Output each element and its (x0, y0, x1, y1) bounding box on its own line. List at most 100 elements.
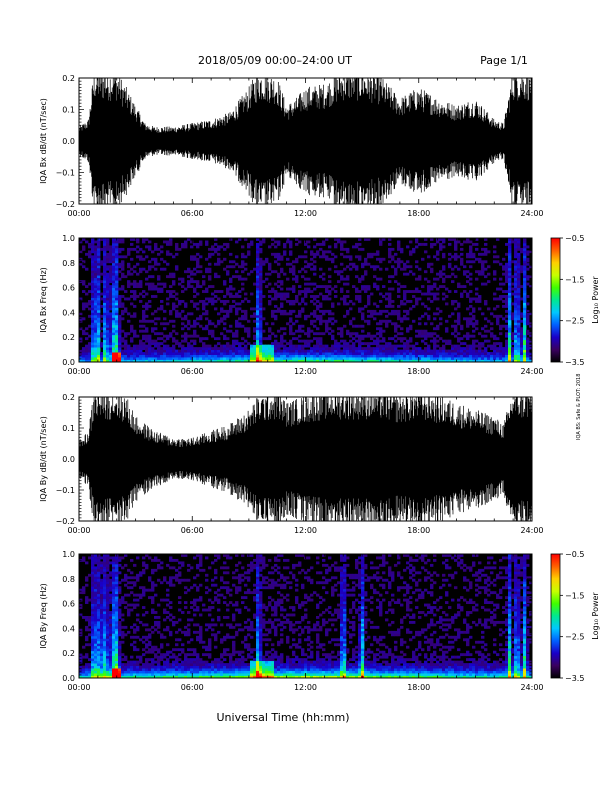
spectrogram-cell (505, 332, 508, 335)
spectrogram-cell (181, 345, 184, 348)
spectrogram-cell (517, 315, 520, 318)
spectrogram-cell (103, 628, 106, 631)
spectrogram-cell (451, 332, 454, 335)
spectrogram-cell (94, 596, 97, 599)
spectrogram-cell (100, 648, 103, 651)
spectrogram-cell (415, 298, 418, 301)
spectrogram-cell (274, 253, 277, 256)
spectrogram-cell (514, 305, 517, 308)
spectrogram-cell (388, 255, 391, 258)
spectrogram-cell (133, 248, 136, 251)
spectrogram-cell (124, 357, 127, 360)
spectrogram-cell (457, 302, 460, 305)
spectrogram-cell (154, 584, 157, 587)
spectrogram-cell (517, 263, 520, 266)
spectrogram-cell (178, 648, 181, 651)
spectrogram-cell (88, 633, 91, 636)
spectrogram-cell (100, 596, 103, 599)
spectrogram-cell (91, 298, 94, 301)
spectrogram-cell (115, 569, 118, 572)
spectrogram-cell (196, 317, 199, 320)
spectrogram-cell (130, 327, 133, 330)
spectrogram-cell (271, 350, 274, 353)
spectrogram-cell (187, 283, 190, 286)
spectrogram-cell (241, 270, 244, 273)
spectrogram-cell (214, 325, 217, 328)
spectrogram-cell (256, 300, 259, 303)
spectrogram-cell (217, 320, 220, 323)
spectrogram-cell (277, 330, 280, 333)
spectrogram-cell (505, 357, 508, 360)
spectrogram-cell (226, 243, 229, 246)
spectrogram-cell (220, 345, 223, 348)
spectrogram-cell (352, 245, 355, 248)
spectrogram-cell (508, 310, 511, 313)
spectrogram-cell (436, 327, 439, 330)
spectrogram-cell (112, 290, 115, 293)
spectrogram-cell (85, 302, 88, 305)
spectrogram-cell (181, 322, 184, 325)
spectrogram-cell (388, 357, 391, 360)
spectrogram-cell (148, 248, 151, 251)
spectrogram-cell (523, 300, 526, 303)
spectrogram-cell (265, 258, 268, 261)
spectrogram-cell (118, 586, 121, 589)
spectrogram-cell (112, 322, 115, 325)
colorbar-tick-label: −1.5 (565, 275, 584, 284)
spectrogram-cell (82, 317, 85, 320)
spectrogram-cell (112, 586, 115, 589)
spectrogram-cell (106, 290, 109, 293)
spectrogram-cell (415, 260, 418, 263)
spectrogram-cell (454, 345, 457, 348)
spectrogram-cell (154, 653, 157, 656)
spectrogram-cell (310, 300, 313, 303)
spectrogram-cell (499, 357, 502, 360)
spectrogram-cell (508, 350, 511, 353)
spectrogram-cell (319, 293, 322, 296)
spectrogram-cell (322, 285, 325, 288)
spectrogram-cell (238, 307, 241, 310)
spectrogram-cell (376, 337, 379, 340)
spectrogram-cell (109, 270, 112, 273)
spectrogram-cell (265, 285, 268, 288)
spectrogram-cell (115, 663, 118, 666)
spectrogram-cell (97, 559, 100, 562)
spectrogram-cell (106, 243, 109, 246)
spectrogram-cell (181, 290, 184, 293)
spectrogram-cell (514, 263, 517, 266)
spectrogram-cell (85, 663, 88, 666)
spectrogram-cell (184, 315, 187, 318)
spectrogram-cell (196, 253, 199, 256)
spectrogram-cell (442, 240, 445, 243)
spectrogram-cell (430, 268, 433, 271)
spectrogram-cell (259, 300, 262, 303)
spectrogram-cell (112, 345, 115, 348)
spectrogram-cell (172, 352, 175, 355)
spectrogram-cell (511, 347, 514, 350)
spectrogram-cell (316, 315, 319, 318)
spectrogram-cell (223, 283, 226, 286)
spectrogram-cell (103, 298, 106, 301)
spectrogram-cell (154, 268, 157, 271)
spectrogram-cell (109, 646, 112, 649)
spectrogram-cell (301, 355, 304, 358)
spectrogram-cell (283, 298, 286, 301)
spectrogram-cell (283, 332, 286, 335)
spectrogram-cell (100, 332, 103, 335)
spectrogram-cell (106, 646, 109, 649)
spectrogram-cell (139, 293, 142, 296)
spectrogram-cell (403, 347, 406, 350)
spectrogram-cell (445, 320, 448, 323)
spectrogram-cell (208, 268, 211, 271)
spectrogram-cell (292, 265, 295, 268)
spectrogram-cell (106, 327, 109, 330)
spectrogram-cell (508, 345, 511, 348)
spectrogram-cell (379, 345, 382, 348)
spectrogram-cell (88, 668, 91, 671)
spectrogram-cell (235, 355, 238, 358)
spectrogram-cell (496, 260, 499, 263)
spectrogram-cell (94, 295, 97, 298)
spectrogram-cell (130, 643, 133, 646)
spectrogram-cell (94, 263, 97, 266)
